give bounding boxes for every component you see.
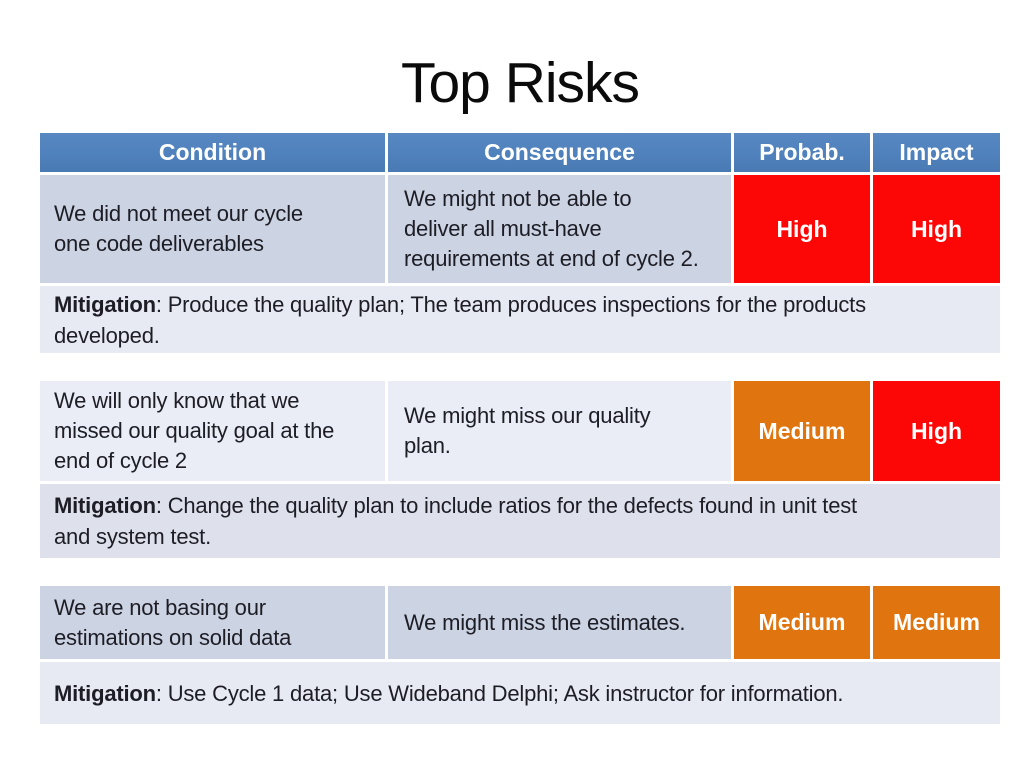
consequence-text: plan. bbox=[404, 433, 451, 458]
probability-badge: High bbox=[734, 175, 870, 283]
condition-text: We did not meet our cycle bbox=[54, 201, 303, 226]
probability-badge: Medium bbox=[734, 586, 870, 659]
condition-text: one code deliverables bbox=[54, 231, 264, 256]
mitigation-row: Mitigation: Change the quality plan to i… bbox=[40, 484, 1000, 558]
condition-text: We are not basing our bbox=[54, 594, 266, 620]
consequence-text: We might miss our quality bbox=[404, 403, 651, 428]
consequence-cell: We might miss the estimates. bbox=[388, 586, 731, 659]
mitigation-text-line: : Produce the quality plan; The team pro… bbox=[155, 291, 866, 317]
mitigation-text-line: : Change the quality plan to include rat… bbox=[155, 493, 857, 518]
header-cell-consequence: Consequence bbox=[388, 133, 731, 172]
consequence-text: deliver all must-have bbox=[404, 216, 602, 241]
consequence-text: requirements at end of cycle 2. bbox=[404, 246, 699, 271]
impact-badge: High bbox=[873, 381, 1000, 481]
mitigation-text: Mitigation: Use Cycle 1 data; Use Wideba… bbox=[54, 678, 986, 709]
header-cell-impact: Impact bbox=[873, 133, 1000, 172]
consequence-cell: We might miss our quality plan. bbox=[388, 381, 731, 481]
condition-cell: We will only know that we missed our qua… bbox=[40, 381, 385, 481]
mitigation-text: Mitigation: Produce the quality plan; Th… bbox=[54, 289, 986, 320]
table-row: We will only know that we missed our qua… bbox=[40, 381, 1000, 481]
impact-badge: High bbox=[873, 175, 1000, 283]
condition-cell: We are not basing our estimations on sol… bbox=[40, 586, 385, 659]
mitigation-label: Mitigation bbox=[54, 680, 156, 706]
probability-badge: Medium bbox=[734, 381, 870, 481]
mitigation-label: Mitigation bbox=[54, 291, 156, 317]
mitigation-row: Mitigation: Produce the quality plan; Th… bbox=[40, 286, 1000, 353]
mitigation-text-line: : Use Cycle 1 data; Use Wideband Delphi;… bbox=[155, 680, 844, 706]
mitigation-label: Mitigation bbox=[54, 493, 156, 518]
page-title: Top Risks bbox=[400, 51, 640, 115]
condition-text: missed our quality goal at the bbox=[54, 418, 335, 443]
table-row: We are not basing our estimations on sol… bbox=[40, 586, 1000, 659]
condition-text: estimations on solid data bbox=[54, 624, 292, 650]
mitigation-text-line: developed. bbox=[54, 322, 160, 348]
condition-cell: We did not meet our cycle one code deliv… bbox=[40, 175, 385, 283]
header-cell-probability: Probab. bbox=[734, 133, 870, 172]
table-header-row: Condition Consequence Probab. Impact bbox=[40, 133, 1000, 172]
condition-text: end of cycle 2 bbox=[54, 448, 187, 473]
table-row: We did not meet our cycle one code deliv… bbox=[40, 175, 1000, 283]
mitigation-text-line: and system test. bbox=[54, 524, 211, 549]
consequence-text: We might miss the estimates. bbox=[404, 609, 686, 635]
impact-badge: Medium bbox=[873, 586, 1000, 659]
consequence-text: We might not be able to bbox=[404, 186, 632, 211]
mitigation-text: Mitigation: Change the quality plan to i… bbox=[54, 490, 986, 521]
condition-text: We will only know that we bbox=[54, 388, 300, 413]
consequence-cell: We might not be able to deliver all must… bbox=[388, 175, 731, 283]
header-cell-condition: Condition bbox=[40, 133, 385, 172]
mitigation-row: Mitigation: Use Cycle 1 data; Use Wideba… bbox=[40, 662, 1000, 724]
